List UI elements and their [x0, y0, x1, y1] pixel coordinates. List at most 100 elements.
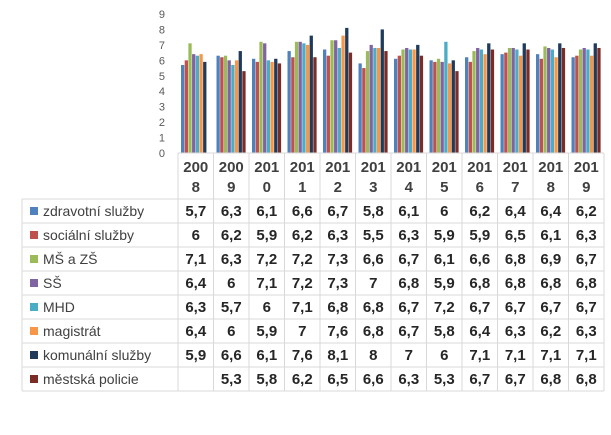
legend-key [30, 255, 38, 263]
bar [586, 49, 590, 153]
bar [305, 44, 310, 153]
data-label: 6,7 [327, 203, 348, 220]
data-label: 6,4 [469, 323, 491, 340]
category-label: 9 [582, 179, 590, 196]
category-label: 201 [503, 159, 528, 176]
data-label: 6,8 [505, 275, 526, 292]
data-label: 5,8 [434, 323, 455, 340]
category-label: 4 [405, 179, 414, 196]
data-label: 5,9 [434, 227, 455, 244]
data-label: 6,8 [576, 371, 597, 388]
bar [593, 43, 597, 154]
data-label: 6,8 [469, 275, 490, 292]
series-name: městská policie [43, 371, 139, 387]
category-label: 201 [254, 159, 279, 176]
bar [472, 51, 476, 153]
data-label: 7,2 [292, 275, 313, 292]
bar [416, 44, 420, 153]
data-label: 6,3 [185, 299, 206, 316]
y-tick-label: 2 [159, 117, 165, 129]
data-label: 6,8 [327, 299, 348, 316]
bar [429, 60, 433, 153]
bar [384, 51, 388, 153]
data-label: 8,1 [327, 347, 348, 364]
y-tick-label: 4 [159, 86, 165, 98]
data-label: 6,1 [540, 227, 561, 244]
data-label: 6 [440, 203, 448, 220]
bar [298, 41, 302, 153]
bar [238, 51, 242, 153]
data-label: 6,8 [576, 275, 597, 292]
bar [561, 47, 566, 154]
data-label: 6 [192, 227, 200, 244]
data-label: 5,5 [363, 227, 384, 244]
data-label: 5,7 [221, 299, 242, 316]
series-name: magistrát [43, 323, 101, 339]
data-label: 7,2 [434, 299, 455, 316]
data-label: 6,3 [221, 251, 242, 268]
bar [199, 54, 203, 153]
bar [500, 54, 504, 153]
bar [412, 49, 416, 153]
bar [369, 44, 373, 153]
bar [362, 68, 366, 153]
data-label: 6,8 [540, 371, 561, 388]
y-tick-label: 8 [159, 24, 165, 36]
legend-key [30, 231, 38, 239]
bar [468, 61, 472, 153]
bar [223, 55, 228, 154]
data-label: 8 [369, 347, 377, 364]
series-name: sociální služby [43, 227, 134, 243]
bar [550, 49, 555, 153]
data-label: 6,4 [185, 275, 207, 292]
data-label: 7,6 [327, 323, 348, 340]
data-label: 7,1 [185, 251, 206, 268]
data-label: 5,9 [185, 347, 206, 364]
bar [255, 61, 259, 153]
bar [518, 55, 523, 154]
category-label: 2 [334, 179, 342, 196]
data-label: 6,7 [469, 371, 490, 388]
category-label: 200 [183, 159, 208, 176]
series-name: MHD [43, 299, 75, 315]
bar [337, 47, 342, 154]
data-label: 7,1 [540, 347, 561, 364]
bar [405, 47, 409, 154]
series-name: zdravotní služby [43, 203, 144, 219]
bar [220, 57, 224, 153]
bar [192, 54, 196, 153]
data-label: 6,7 [540, 299, 561, 316]
data-label: 7,6 [292, 347, 313, 364]
bar [334, 40, 338, 154]
legend-key [30, 279, 38, 287]
bar [184, 60, 188, 153]
category-label: 201 [361, 159, 386, 176]
bar [326, 55, 330, 154]
data-label: 6,7 [505, 299, 526, 316]
data-label: 5,9 [469, 227, 490, 244]
data-label: 6,2 [292, 371, 313, 388]
data-label: 6,5 [327, 371, 348, 388]
bar [313, 57, 317, 153]
bar [397, 55, 401, 154]
data-label: 6,1 [256, 203, 277, 220]
bar [440, 61, 444, 153]
bar [302, 43, 306, 154]
bar [539, 58, 543, 153]
data-label: 5,8 [256, 371, 277, 388]
bar [231, 64, 235, 153]
bar [444, 41, 448, 153]
data-label: 6,4 [505, 203, 527, 220]
data-label: 7,1 [256, 275, 277, 292]
data-label: 6 [263, 299, 271, 316]
data-label: 6,8 [398, 275, 419, 292]
bar [365, 51, 370, 153]
bar [242, 71, 246, 153]
bar [259, 41, 263, 153]
data-label: 7,3 [327, 275, 348, 292]
legend-key [30, 351, 38, 359]
bar [263, 43, 267, 154]
y-tick-label: 6 [159, 55, 165, 67]
bar [571, 57, 575, 153]
data-label: 6,6 [221, 347, 242, 364]
